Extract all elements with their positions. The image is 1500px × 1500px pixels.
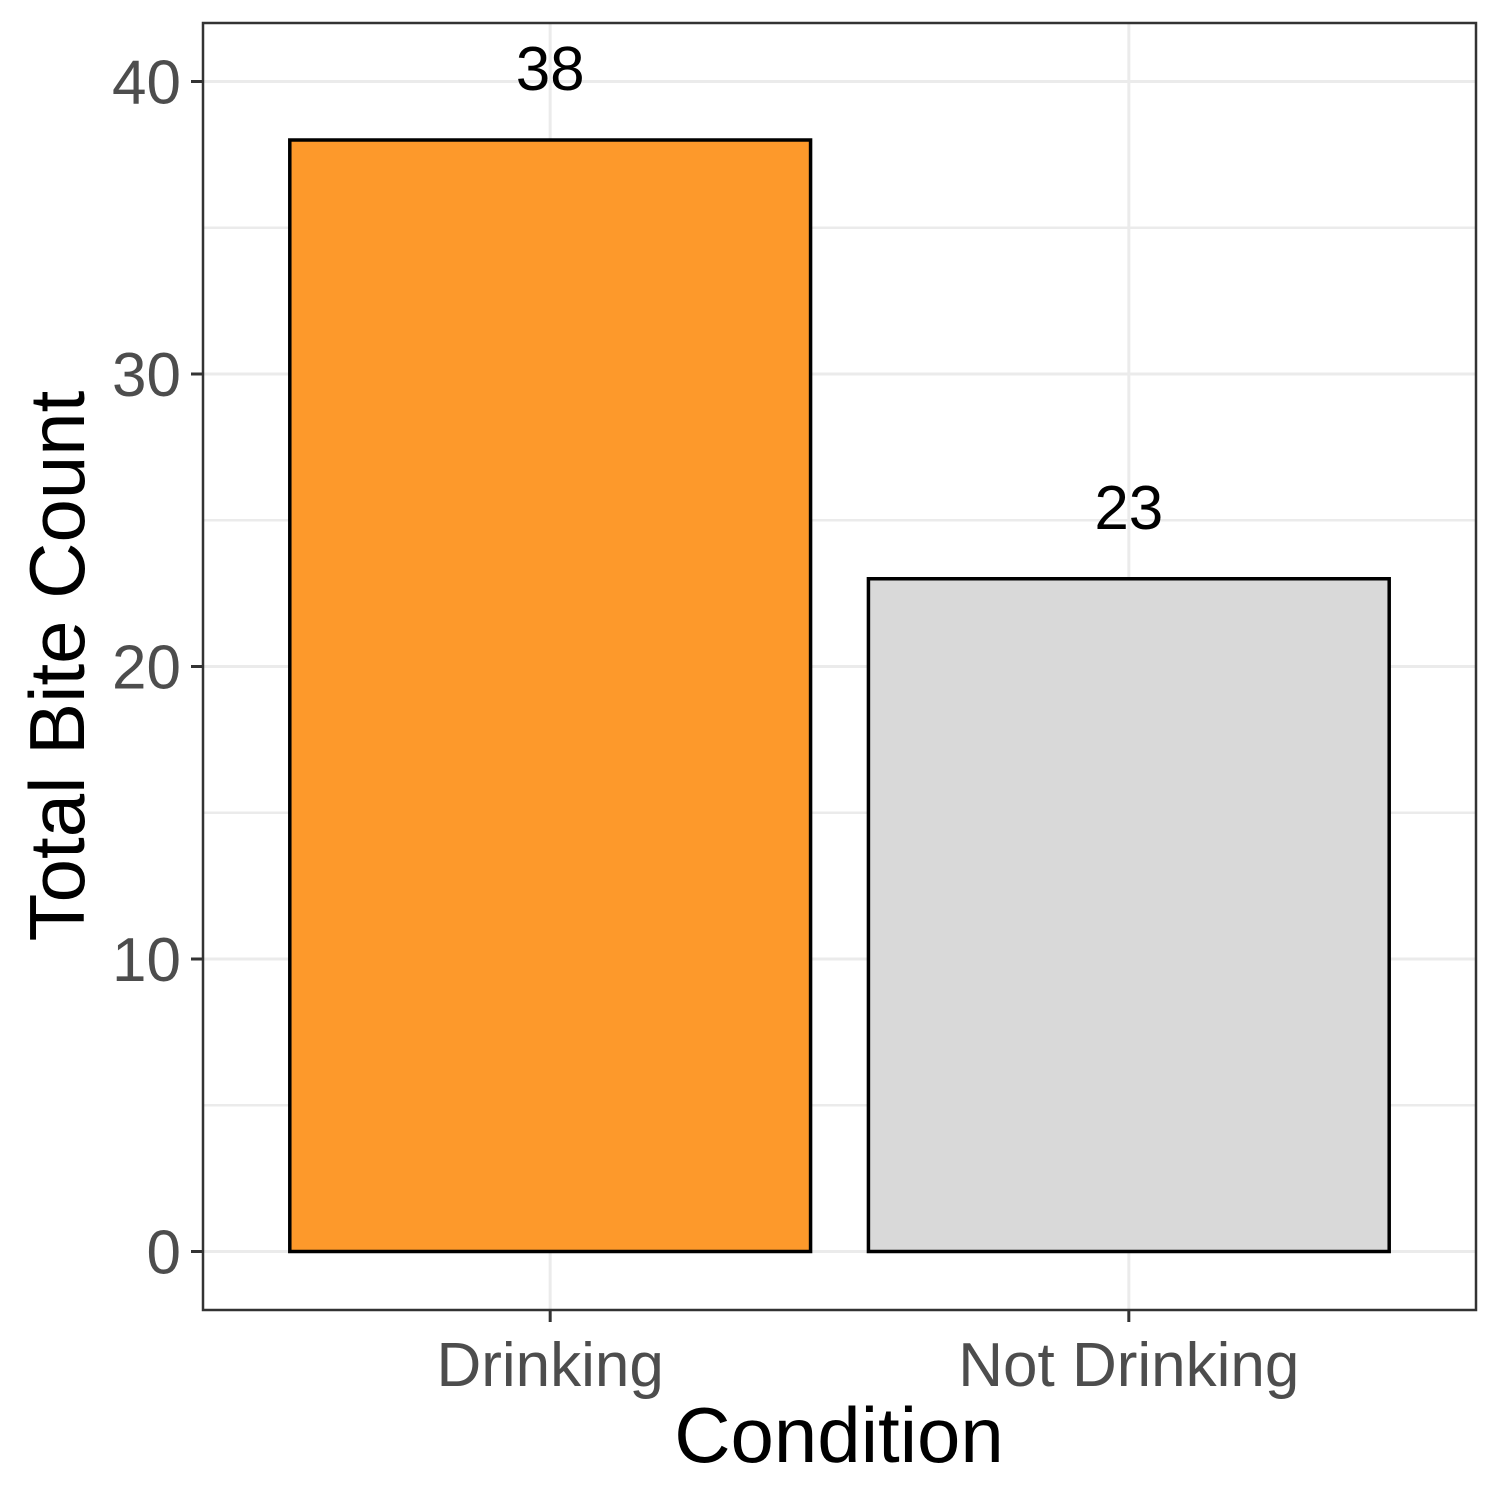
bars	[288, 138, 1391, 1254]
y-tick-label-0: 0	[147, 1219, 181, 1288]
y-axis-title: Total Bite Count	[13, 390, 101, 941]
x-tick-label-1: Not Drinking	[958, 1331, 1299, 1400]
y-tick-label-2: 20	[112, 634, 181, 703]
y-tick-label-3: 30	[112, 341, 181, 410]
data-label-not-drinking: 23	[1094, 474, 1163, 543]
bar-drinking	[288, 138, 813, 1254]
bar-not-drinking	[866, 577, 1391, 1254]
x-axis-ticks: Drinking Not Drinking	[436, 1310, 1299, 1400]
data-label-drinking: 38	[516, 35, 585, 104]
y-tick-label-4: 40	[112, 49, 181, 118]
y-tick-label-1: 10	[112, 926, 181, 995]
x-tick-label-0: Drinking	[436, 1331, 663, 1400]
y-axis-ticks: 0 10 20 30 40	[112, 49, 203, 1288]
x-axis-title: Condition	[674, 1391, 1004, 1479]
data-labels: 38 23	[516, 35, 1164, 543]
